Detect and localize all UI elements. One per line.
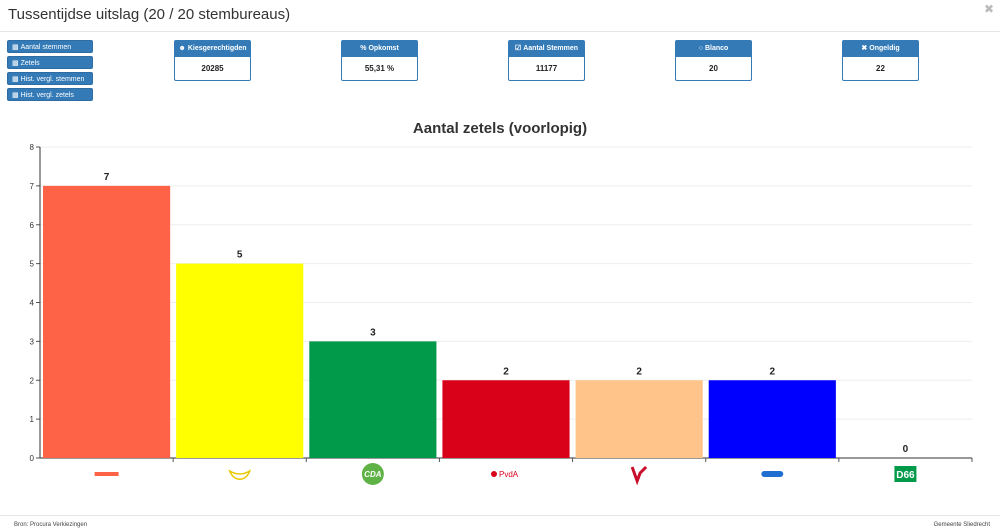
data-label: 2: [503, 366, 509, 377]
stat-blanco: ○ Blanco 20: [675, 40, 752, 81]
stat-opkomst: % Opkomst 55,31 %: [341, 40, 418, 81]
users-icon: ☻: [178, 45, 186, 52]
nav-button-zetels[interactable]: ▩ Zetels: [7, 56, 93, 69]
bar-chart-icon: ▩: [12, 76, 19, 83]
stat-label: Ongeldig: [869, 45, 900, 52]
close-icon[interactable]: ✖: [983, 2, 994, 16]
bar-chart-icon: ▩: [12, 92, 19, 99]
y-tick-label: 6: [30, 221, 35, 230]
percent-icon: %: [360, 45, 367, 52]
category-label: PvdA: [499, 470, 519, 479]
bar: [43, 185, 171, 458]
party-logo-2: [228, 469, 252, 480]
data-label: 7: [104, 172, 110, 183]
stat-value: 22: [876, 64, 885, 73]
data-label: 3: [370, 327, 376, 338]
nav-button-label: Hist. vergl. zetels: [20, 92, 74, 99]
header-divider: [0, 31, 1000, 32]
nav-button-aantal-stemmen[interactable]: ▩ Aantal stemmen: [7, 40, 93, 53]
stat-label: Blanco: [704, 45, 729, 52]
party-logo-5: [630, 465, 648, 486]
stat-value: 11177: [535, 64, 558, 73]
stat-value: 20285: [201, 64, 224, 73]
d66-logo: D66: [894, 466, 917, 482]
logo-shape: [630, 465, 648, 486]
footer-divider: [0, 515, 1000, 516]
y-tick-label: 2: [30, 376, 35, 385]
stat-value: 20: [709, 64, 718, 73]
bar: [176, 263, 304, 458]
party-logo-6: [761, 471, 784, 477]
stat-value: 55,31 %: [364, 64, 395, 73]
category-label: D66: [896, 470, 915, 481]
logo-circle: [361, 463, 384, 485]
bar: [575, 380, 703, 458]
y-tick-label: 8: [30, 143, 35, 152]
pvda-logo: PvdA: [491, 470, 519, 479]
data-label: 0: [903, 444, 909, 455]
nav-button-label: Hist. vergl. stemmen: [20, 76, 85, 83]
cda-logo: CDA: [361, 463, 384, 485]
nav-button-label: Zetels: [20, 60, 40, 67]
stat-aantal-stemmen: ☑ Aantal Stemmen 11177: [508, 40, 585, 81]
bar-chart-icon: ▩: [12, 60, 19, 67]
y-tick-label: 5: [30, 260, 35, 269]
data-label: 2: [770, 366, 776, 377]
bar: [708, 380, 836, 458]
logo-shape: [228, 469, 252, 480]
stat-ongeldig: ✖ Ongeldig 22: [842, 40, 919, 81]
footer-municipality: Gemeente Sliedrecht: [933, 522, 990, 528]
y-tick-label: 1: [30, 415, 35, 424]
logo-bar: [761, 471, 784, 477]
times-icon: ✖: [861, 45, 868, 52]
check-square-icon: ☑: [514, 45, 522, 52]
rose-icon: [491, 471, 497, 477]
bar-chart-icon: ▩: [12, 44, 19, 51]
bar: [442, 380, 570, 458]
circle-icon: ○: [698, 45, 703, 52]
party-logo-1: [94, 472, 119, 476]
footer-source: Bron: Procura Verkiezingen: [14, 522, 88, 528]
stat-label: Opkomst: [368, 45, 399, 52]
stat-kiesgerechtigden: ☻ Kiesgerechtigden 20285: [174, 40, 251, 81]
stat-label: Kiesgerechtigden: [187, 45, 247, 52]
chart-title: Aantal zetels (voorlopig): [412, 120, 588, 137]
nav-button-hist-zetels[interactable]: ▩ Hist. vergl. zetels: [7, 88, 93, 101]
y-tick-label: 4: [30, 299, 35, 308]
window-title: Tussentijdse uitslag (20 / 20 stembureau…: [8, 6, 291, 23]
nav-button-label: Aantal stemmen: [20, 44, 72, 51]
logo-box: [894, 466, 917, 482]
logo-bar: [94, 472, 119, 476]
bar: [309, 341, 437, 458]
nav-button-hist-stemmen[interactable]: ▩ Hist. vergl. stemmen: [7, 72, 93, 85]
y-tick-label: 7: [30, 182, 35, 191]
stat-label: Aantal Stemmen: [523, 45, 579, 52]
data-label: 5: [237, 250, 243, 261]
data-label: 2: [636, 366, 642, 377]
y-tick-label: 3: [30, 337, 35, 346]
y-tick-label: 0: [30, 454, 35, 463]
category-label: CDA: [364, 470, 382, 479]
